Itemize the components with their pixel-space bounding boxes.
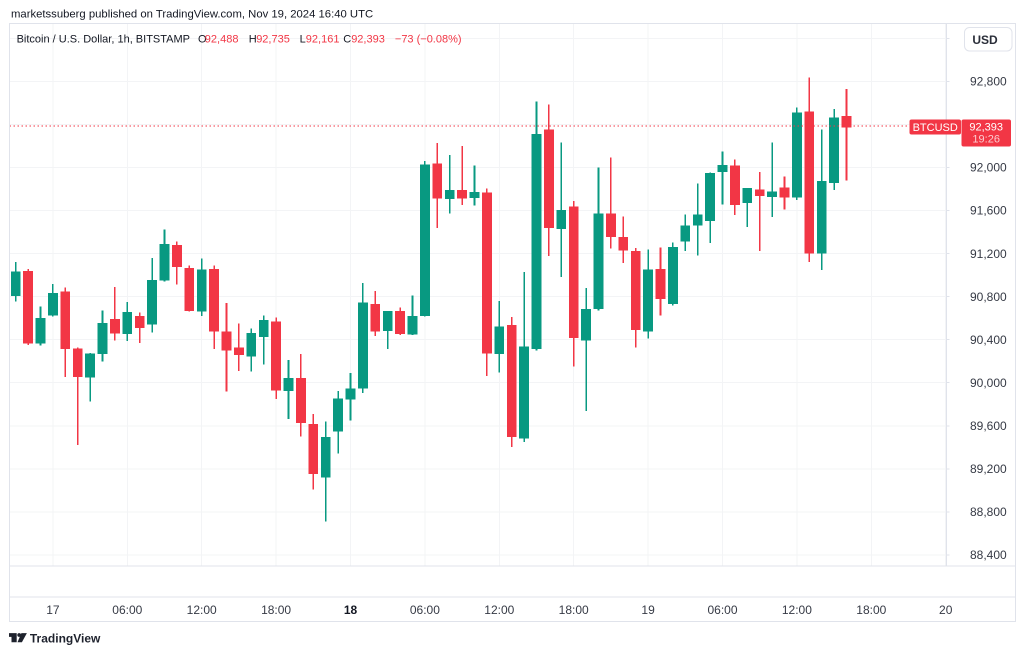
svg-text:18:00: 18:00 [856, 603, 886, 617]
svg-text:88,800: 88,800 [970, 505, 1007, 519]
svg-text:20: 20 [939, 603, 953, 617]
svg-text:89,600: 89,600 [970, 419, 1007, 433]
svg-text:BTCUSD: BTCUSD [913, 122, 958, 134]
svg-text:19:26: 19:26 [972, 134, 1000, 146]
svg-text:88,400: 88,400 [970, 548, 1007, 562]
svg-text:92,800: 92,800 [970, 75, 1007, 89]
svg-text:90,400: 90,400 [970, 333, 1007, 347]
svg-text:Bitcoin / U.S. Dollar, 1h, BIT: Bitcoin / U.S. Dollar, 1h, BITSTAMP O92,4… [17, 34, 462, 46]
svg-text:18: 18 [344, 603, 358, 617]
svg-text:17: 17 [46, 603, 60, 617]
svg-text:92,000: 92,000 [970, 161, 1007, 175]
svg-text:06:00: 06:00 [707, 603, 737, 617]
svg-text:91,200: 91,200 [970, 247, 1007, 261]
svg-text:USD: USD [972, 33, 998, 47]
svg-text:18:00: 18:00 [559, 603, 589, 617]
svg-text:TradingView: TradingView [30, 631, 101, 645]
svg-text:12:00: 12:00 [484, 603, 514, 617]
svg-text:12:00: 12:00 [782, 603, 812, 617]
svg-text:92,393: 92,393 [969, 122, 1003, 134]
svg-text:06:00: 06:00 [112, 603, 142, 617]
svg-text:89,200: 89,200 [970, 462, 1007, 476]
svg-text:90,800: 90,800 [970, 290, 1007, 304]
svg-text:90,000: 90,000 [970, 376, 1007, 390]
svg-text:12:00: 12:00 [187, 603, 217, 617]
svg-text:91,600: 91,600 [970, 204, 1007, 218]
svg-text:marketssuberg published on Tra: marketssuberg published on TradingView.c… [11, 8, 373, 20]
svg-text:19: 19 [641, 603, 655, 617]
svg-text:18:00: 18:00 [261, 603, 291, 617]
svg-text:06:00: 06:00 [410, 603, 440, 617]
